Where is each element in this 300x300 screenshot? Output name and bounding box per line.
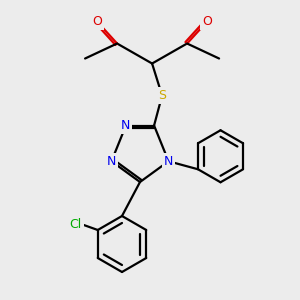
Text: N: N (164, 155, 173, 168)
Text: O: O (202, 15, 212, 28)
Text: N: N (121, 119, 130, 132)
Text: O: O (92, 15, 102, 28)
Text: N: N (107, 155, 116, 168)
Text: Cl: Cl (70, 218, 82, 232)
Text: S: S (158, 89, 166, 102)
